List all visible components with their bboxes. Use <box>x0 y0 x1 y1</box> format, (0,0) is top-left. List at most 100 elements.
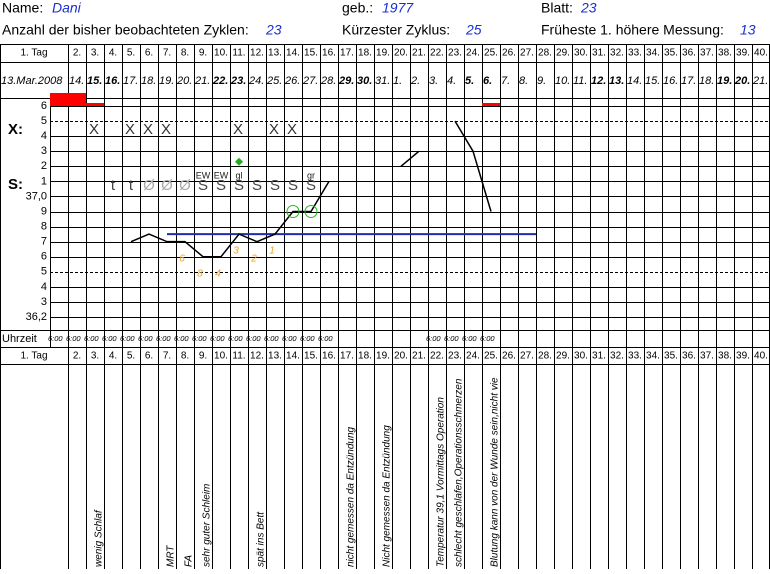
day-number: 36. <box>682 48 696 59</box>
time: 6:00 <box>282 334 297 343</box>
y-tick-label: 3 <box>41 296 47 308</box>
day-number: 30. <box>574 351 588 362</box>
day-number: 8. <box>181 351 189 362</box>
time: 6:00 <box>174 334 189 343</box>
born-value: 1977 <box>382 0 414 16</box>
y-tick-label: 5 <box>41 266 47 278</box>
date: 14. <box>69 75 84 87</box>
note: spät ins Bett <box>256 511 267 567</box>
day-number: 6. <box>145 351 153 362</box>
s-note: EW <box>196 170 211 180</box>
day-number: 9. <box>199 48 207 59</box>
date: 26. <box>284 75 300 87</box>
time: 6:00 <box>102 334 117 343</box>
date: 16. <box>663 75 678 87</box>
temperature-curve <box>130 180 330 258</box>
time: 6:00 <box>300 334 315 343</box>
date: 13.Mar.2008 <box>1 75 63 87</box>
day-number: 3. <box>91 48 99 59</box>
cycles-value: 23 <box>265 22 282 38</box>
y-tick-label: 5 <box>41 115 47 127</box>
s-mark: t <box>111 177 116 194</box>
temperature-curve <box>400 150 420 167</box>
day-number: 4. <box>109 351 117 362</box>
time: 6:00 <box>246 334 261 343</box>
day-number: 32. <box>610 351 624 362</box>
day-number: 38. <box>718 351 732 362</box>
day-number: 7. <box>163 351 171 362</box>
date: 12. <box>591 75 606 87</box>
x-mark: X <box>89 121 99 138</box>
day-number: 5. <box>127 351 135 362</box>
time-label: Uhrzeit <box>2 333 37 345</box>
time: 6:00 <box>462 334 477 343</box>
time: 6:00 <box>66 334 81 343</box>
day-number: 18. <box>358 48 372 59</box>
day-number: 40. <box>754 48 768 59</box>
s-row-label: S: <box>8 176 23 193</box>
day-number: 31. <box>592 48 606 59</box>
day-number: 16. <box>322 351 336 362</box>
day-number: 10. <box>214 351 228 362</box>
day-number: 30. <box>574 48 588 59</box>
date: 2. <box>410 75 420 87</box>
bleeding-mark <box>68 93 86 106</box>
day-number: 17. <box>340 351 354 362</box>
date: 18. <box>141 75 156 87</box>
day-number: 25. <box>484 351 498 362</box>
day-number: 9. <box>199 351 207 362</box>
note: nicht gemessen da Entzündung <box>346 426 357 567</box>
day-number: 11. <box>232 351 245 362</box>
s-mark: Ø <box>161 177 173 194</box>
bleeding-mark <box>50 93 68 106</box>
s-mark: S <box>288 177 298 194</box>
day-number: 26. <box>502 351 516 362</box>
day-number: 31. <box>592 351 606 362</box>
date: 19. <box>159 75 174 87</box>
day-number: 24. <box>466 351 480 362</box>
day-number: 33. <box>628 48 642 59</box>
day-number: 34. <box>646 351 660 362</box>
day-number: 13. <box>268 351 282 362</box>
time: 6:00 <box>228 334 243 343</box>
date: 16. <box>105 75 120 87</box>
s-mark: Ø <box>179 177 191 194</box>
count-label: 3 <box>233 246 239 257</box>
y-tick-label: 37,0 <box>26 190 47 202</box>
day-number: 20. <box>394 48 408 59</box>
day-number: 1. Tag <box>20 351 47 362</box>
date: 15. <box>87 75 102 87</box>
sheet-value: 23 <box>580 0 597 16</box>
date: 4. <box>447 75 456 87</box>
day-number: 1. Tag <box>20 48 47 59</box>
date: 20. <box>734 75 750 87</box>
date: 30. <box>357 75 372 87</box>
day-number: 2. <box>73 48 81 59</box>
day-number: 23. <box>448 48 462 59</box>
y-tick-label: 8 <box>41 220 47 232</box>
date: 9. <box>537 75 546 87</box>
day-number: 2. <box>73 351 81 362</box>
count-label: 4 <box>215 268 221 279</box>
day-number: 21. <box>412 48 426 59</box>
day-number: 19. <box>376 48 390 59</box>
date: 28. <box>320 75 336 87</box>
note: wenig Schlaf <box>94 509 105 567</box>
earliest-value: 13 <box>740 22 756 38</box>
count-label: 8 <box>197 268 203 279</box>
day-number: 28. <box>538 351 552 362</box>
time: 6:00 <box>318 334 333 343</box>
date: 22. <box>212 75 228 87</box>
s-mark: S <box>252 177 262 194</box>
time: 6:00 <box>480 334 495 343</box>
note: sehr guter Schleim <box>202 484 213 567</box>
green-dot <box>235 157 243 166</box>
day-number: 35. <box>664 351 678 362</box>
name-label: Name: <box>2 0 43 16</box>
notes: wenig Schlaf MRT FA sehr guter Schleim spät … <box>94 377 501 567</box>
x-mark: X <box>143 121 153 138</box>
y-tick-label: 2 <box>41 160 47 172</box>
day-number: 6. <box>145 48 153 59</box>
day-number: 12. <box>250 48 264 59</box>
temperature-curve <box>454 120 492 212</box>
